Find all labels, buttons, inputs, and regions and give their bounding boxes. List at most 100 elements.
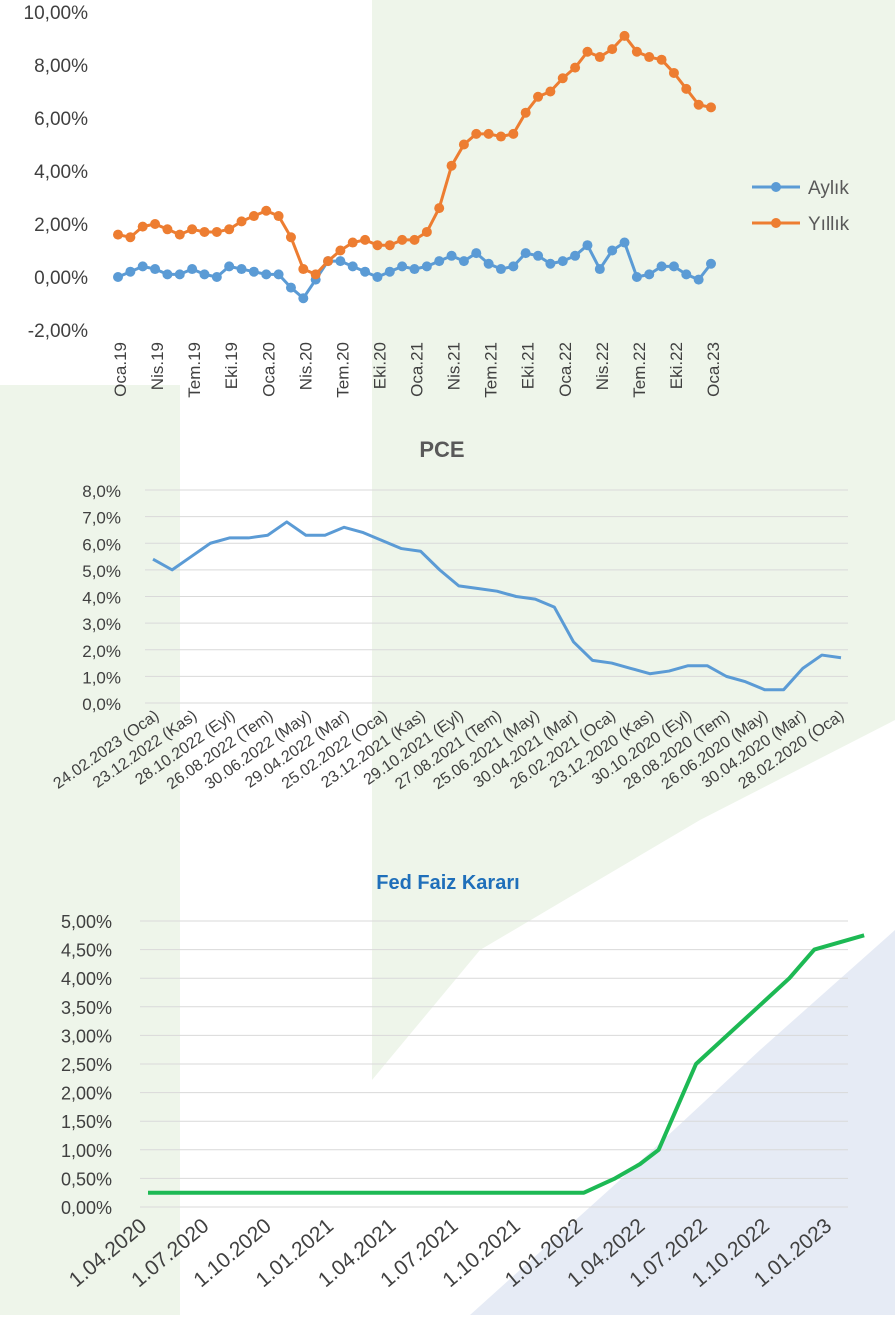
data-point-ayl-k — [582, 240, 593, 251]
series-line-series-0 — [152, 520, 842, 692]
data-point-ayl-k — [644, 269, 655, 280]
data-point-ayl-k — [187, 264, 198, 275]
c1-y-axis: 10,00% 8,00% 6,00% 4,00% 2,00% 0,00% -2,00% — [24, 3, 89, 342]
data-point-ayl-k — [706, 258, 716, 269]
c1-series-layer — [113, 30, 716, 304]
data-point-y-ll-k — [681, 83, 692, 94]
data-point-y-ll-k — [557, 73, 568, 84]
y-tick-label: 2,0% — [82, 642, 121, 661]
series-line-series-0 — [148, 933, 865, 1195]
data-point-y-ll-k — [335, 245, 346, 256]
data-point-y-ll-k — [162, 224, 173, 235]
x-tick-label: Oca.22 — [556, 342, 575, 397]
y-tick-label: 2,00% — [61, 1084, 112, 1104]
data-point-ayl-k — [113, 272, 123, 282]
data-point-y-ll-k — [310, 269, 321, 280]
y-tick-label: 5,00% — [61, 912, 112, 932]
data-point-ayl-k — [347, 261, 358, 272]
data-point-ayl-k — [520, 248, 531, 259]
c1-x-axis: Oca.19 Nis.19 Tem.19 Eki.19 Oca.20 Nis.20 Tem.… — [111, 342, 723, 398]
x-tick-label: Oca.23 — [704, 342, 723, 397]
data-point-ayl-k — [162, 269, 173, 280]
c2-gridlines — [145, 489, 848, 704]
c3-series-layer — [148, 933, 865, 1195]
y-tick-label: 1,0% — [82, 668, 121, 687]
data-point-ayl-k — [421, 261, 432, 272]
data-point-y-ll-k — [372, 240, 383, 251]
data-point-y-ll-k — [248, 211, 259, 222]
data-point-y-ll-k — [520, 107, 531, 118]
data-point-ayl-k — [236, 264, 247, 275]
data-point-y-ll-k — [668, 67, 679, 78]
data-point-ayl-k — [434, 256, 445, 267]
y-tick-label: 10,00% — [24, 3, 89, 24]
data-point-y-ll-k — [273, 211, 284, 222]
bg-blue-wedge — [470, 930, 895, 1315]
bg-white-top — [0, 0, 372, 385]
data-point-ayl-k — [261, 269, 272, 280]
data-point-y-ll-k — [261, 205, 272, 216]
x-tick-label: Tem.22 — [630, 342, 649, 398]
data-point-y-ll-k — [434, 203, 445, 214]
y-tick-label: 3,0% — [82, 615, 121, 634]
x-tick-label: Nis.22 — [593, 342, 612, 390]
data-point-y-ll-k — [187, 224, 198, 235]
chart-inflation: 10,00% 8,00% 6,00% 4,00% 2,00% 0,00% -2,00% Oc… — [24, 3, 850, 398]
c1-legend: Aylık Yıllık — [752, 178, 850, 235]
data-point-ayl-k — [619, 237, 630, 248]
y-tick-label: 8,00% — [34, 56, 88, 77]
data-point-y-ll-k — [224, 224, 235, 235]
data-point-y-ll-k — [545, 86, 556, 97]
data-point-y-ll-k — [446, 160, 457, 171]
data-point-y-ll-k — [174, 229, 185, 240]
y-tick-label: 5,0% — [82, 562, 121, 581]
data-point-y-ll-k — [594, 52, 605, 63]
data-point-y-ll-k — [236, 216, 247, 227]
data-point-y-ll-k — [421, 226, 432, 237]
data-point-ayl-k — [471, 248, 482, 259]
data-point-ayl-k — [397, 261, 408, 272]
data-point-ayl-k — [150, 264, 161, 275]
c2-series-layer — [152, 520, 842, 692]
y-tick-label: 0,00% — [61, 1198, 112, 1218]
data-point-ayl-k — [174, 269, 185, 280]
data-point-y-ll-k — [693, 99, 704, 110]
x-tick-label: Eki.22 — [667, 342, 686, 389]
data-point-ayl-k — [570, 250, 581, 261]
data-point-ayl-k — [681, 269, 692, 280]
c3-title: Fed Faiz Kararı — [376, 872, 519, 894]
data-point-y-ll-k — [508, 128, 519, 139]
data-point-ayl-k — [656, 261, 667, 272]
y-tick-label: 8,0% — [82, 482, 121, 501]
y-tick-label: 3,00% — [61, 1026, 112, 1046]
data-point-y-ll-k — [706, 102, 716, 113]
data-point-ayl-k — [693, 274, 704, 285]
data-point-y-ll-k — [458, 139, 469, 150]
data-point-ayl-k — [545, 258, 556, 269]
y-tick-label: -2,00% — [28, 321, 88, 342]
data-point-ayl-k — [360, 266, 371, 277]
x-tick-label: Nis.21 — [445, 342, 464, 390]
data-point-ayl-k — [384, 266, 395, 277]
data-point-ayl-k — [409, 264, 420, 275]
c2-y-axis: 8,0% 7,0% 6,0% 5,0% 4,0% 3,0% 2,0% 1,0% 0,0% — [82, 482, 121, 714]
y-tick-label: 6,00% — [34, 109, 88, 130]
x-tick-label: Eki.19 — [222, 342, 241, 389]
data-point-y-ll-k — [409, 234, 420, 245]
x-tick-label: Tem.21 — [482, 342, 501, 398]
bg-green-band-left — [0, 385, 180, 1315]
y-tick-label: 2,50% — [61, 1055, 112, 1075]
data-point-ayl-k — [285, 282, 296, 293]
data-point-y-ll-k — [323, 256, 334, 267]
data-point-ayl-k — [298, 293, 309, 304]
y-tick-label: 0,00% — [34, 268, 88, 289]
data-point-y-ll-k — [137, 221, 148, 232]
legend-label-aylik: Aylık — [808, 178, 849, 199]
data-point-y-ll-k — [495, 131, 506, 142]
data-point-ayl-k — [483, 258, 494, 269]
data-point-ayl-k — [495, 264, 506, 275]
data-point-ayl-k — [446, 250, 457, 261]
x-tick-label: Nis.19 — [148, 342, 167, 390]
data-point-ayl-k — [199, 269, 210, 280]
data-point-y-ll-k — [533, 91, 544, 102]
